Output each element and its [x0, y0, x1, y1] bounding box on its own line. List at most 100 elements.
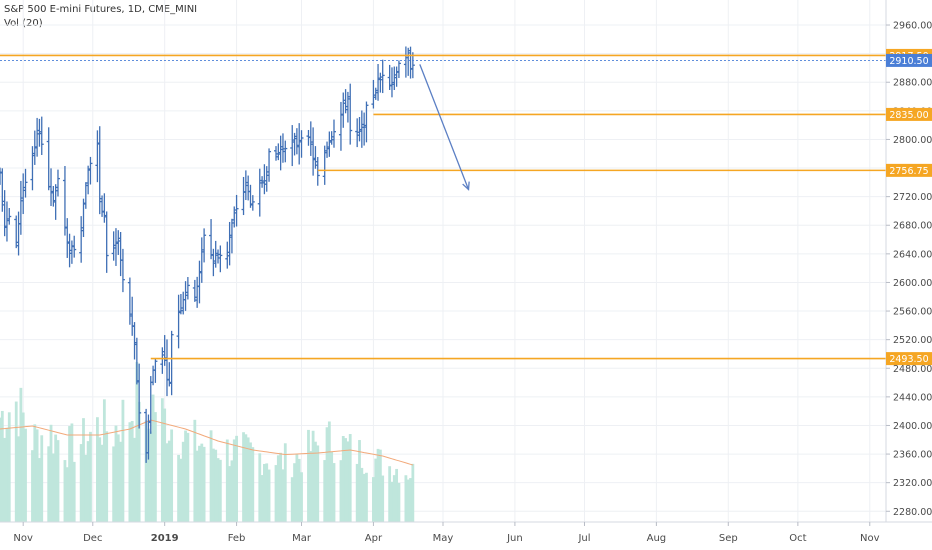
price-tick-label: 2280.00: [893, 507, 932, 518]
price-axis: 2280.00 2320.00 2360.00 2400.00 2440.00 2480.…: [885, 0, 932, 522]
time-tick-label: Nov: [860, 533, 880, 544]
time-tick-label: Mar: [292, 533, 312, 544]
volume-bar: [209, 430, 213, 522]
volume-bar: [378, 449, 382, 522]
volume-bar: [260, 475, 264, 522]
volume-bar: [279, 452, 283, 522]
volume-bar: [406, 479, 410, 522]
volume-bar: [339, 460, 343, 522]
volume-bar: [149, 431, 153, 522]
volume-bar: [409, 478, 412, 522]
volume-bar: [293, 463, 296, 522]
time-tick-label: 2019: [151, 533, 179, 544]
volume-bar: [89, 431, 92, 522]
volume-bar: [19, 387, 23, 522]
volume-bar: [218, 459, 222, 522]
volume-bar: [63, 460, 67, 522]
volume-bar: [195, 450, 199, 522]
time-axis: Nov Dec 2019 Feb Mar Apr May Jun Jul Aug Sep Oct Nov: [0, 521, 932, 544]
volume-bar: [211, 448, 215, 522]
volume-bar: [133, 437, 136, 522]
trend-arrow-shaft: [419, 64, 470, 190]
price-tick-label: 2400.00: [893, 421, 932, 432]
volume-bar: [79, 444, 83, 522]
volume-bar: [47, 446, 51, 522]
volume-bar: [38, 458, 41, 522]
volume-bar: [0, 410, 4, 522]
trend-arrow: [419, 64, 470, 191]
volume-bar: [0, 417, 2, 522]
volume-bar: [170, 429, 174, 522]
price-tick-label: 2720.00: [893, 192, 932, 203]
level-price-label: 2493.50: [889, 354, 928, 365]
volume-bar: [246, 437, 250, 522]
time-tick-label: Apr: [365, 533, 383, 544]
volume-bar: [216, 458, 220, 522]
volume-bar: [7, 412, 11, 522]
volume-bar: [35, 429, 39, 522]
volume-bar: [86, 441, 90, 522]
volume-bar: [21, 412, 25, 522]
volume-bar: [232, 439, 236, 522]
volume-bar: [193, 419, 197, 522]
volume-bar: [151, 394, 155, 522]
volume-bar: [355, 463, 359, 522]
time-tick-label: Feb: [228, 533, 246, 544]
price-tick-label: 2480.00: [893, 364, 932, 375]
volume-bar: [263, 463, 266, 522]
volume-bar: [214, 449, 218, 522]
volume-bar: [397, 482, 401, 522]
volume-bar: [388, 466, 392, 522]
volume-bar: [33, 424, 37, 522]
price-tick-label: 2560.00: [893, 307, 932, 318]
volume-bar: [341, 435, 345, 522]
time-tick-label: Jul: [577, 533, 590, 544]
volume-ma: [0, 419, 413, 466]
volume-bar: [360, 467, 364, 522]
volume-bar: [163, 408, 167, 522]
volume-bar: [344, 438, 347, 522]
volume-bar: [381, 475, 385, 522]
volume-bar: [24, 428, 27, 522]
volume-bar: [65, 467, 69, 522]
volume-bar: [228, 466, 232, 522]
volume-bar: [100, 444, 104, 522]
volume-bar: [323, 460, 327, 522]
volume-bar: [390, 481, 394, 522]
volume-bar: [70, 423, 74, 522]
volume-bar: [54, 434, 58, 522]
volume-bar: [242, 432, 245, 522]
time-tick-label: Jun: [506, 533, 523, 544]
price-tick-label: 2520.00: [893, 335, 932, 346]
volume-bar: [49, 424, 53, 522]
volume-bar: [167, 440, 171, 522]
volume-bar: [98, 437, 102, 522]
volume-bar: [281, 469, 285, 522]
time-tick-label: Sep: [719, 533, 738, 544]
level-price-label: 2835.00: [889, 110, 928, 121]
time-tick-label: May: [433, 533, 454, 544]
volume-bar: [200, 443, 204, 522]
volume-bar: [96, 417, 99, 522]
volume-bar: [372, 477, 375, 522]
volume-bar: [358, 440, 361, 522]
volume-bar: [3, 437, 7, 522]
volume-bar: [362, 473, 366, 522]
volume-bar: [311, 430, 315, 522]
volume-bar: [51, 453, 55, 522]
trend-arrow-head: [462, 181, 470, 191]
volume-bar: [14, 401, 18, 522]
volume-bar: [165, 443, 169, 522]
horizontal-levels: [0, 54, 886, 360]
volume-bar: [265, 463, 269, 522]
volume-bar: [40, 435, 44, 522]
volume-bar: [119, 441, 123, 522]
volume-bar: [244, 434, 248, 522]
price-tick-label: 2640.00: [893, 249, 932, 260]
volume-bar: [102, 399, 106, 522]
volume-bar: [365, 472, 368, 522]
volume-bar: [68, 426, 71, 522]
volume-bar: [300, 472, 303, 522]
volume-bar: [112, 446, 116, 522]
